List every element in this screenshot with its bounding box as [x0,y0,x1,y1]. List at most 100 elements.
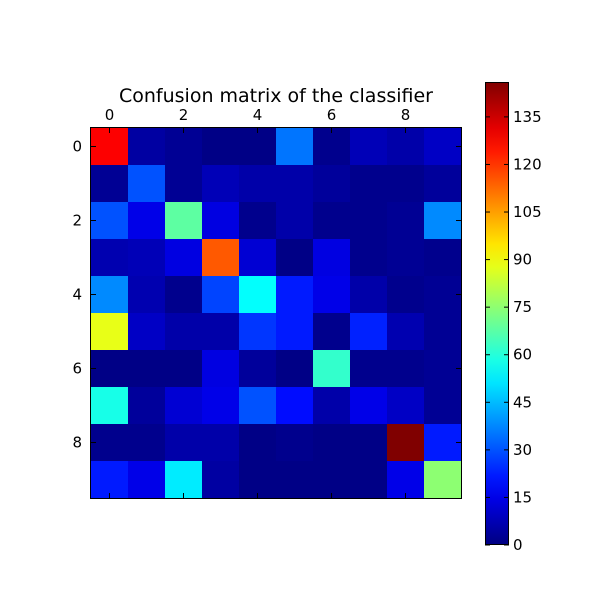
heatmap-cell [387,461,425,499]
heatmap-cell [387,239,425,277]
heatmap-cell [128,350,166,388]
heatmap-cell [202,239,240,277]
heatmap-cell [424,128,462,166]
heatmap-cell [276,276,314,314]
x-tick-label: 8 [401,106,411,124]
heatmap-cell [91,165,129,203]
colorbar-tick-label: 75 [513,298,532,316]
colorbar-tick-label: 15 [513,488,532,506]
heatmap-cell [202,276,240,314]
colorbar-frame [485,82,509,545]
heatmap-cell [276,387,314,425]
chart-title: Confusion matrix of the classifier [119,85,433,107]
heatmap-cell [239,165,277,203]
heatmap-cell [165,128,203,166]
colorbar-tick-label: 0 [513,536,523,554]
heatmap-cell [91,128,129,166]
heatmap-cell [350,239,388,277]
colorbar: 0 15 30 45 60 75 90 105 120 135 [485,82,542,554]
heatmap-cell [350,461,388,499]
heatmap-cell [239,387,277,425]
heatmap-cell [128,424,166,462]
heatmap-cell [350,128,388,166]
y-tick-label: 6 [72,360,82,378]
y-tick-label: 4 [72,286,82,304]
heatmap-cell [350,313,388,351]
colorbar-tick-label: 30 [513,441,532,459]
heatmap-cell [387,387,425,425]
heatmap-cell [165,350,203,388]
heatmap-cell [202,165,240,203]
colorbar-tick-label: 90 [513,251,532,269]
heatmap-cell [91,202,129,240]
heatmap-cell [128,461,166,499]
heatmap-cell [313,350,351,388]
heatmap-cell [424,165,462,203]
heatmap-cell [424,276,462,314]
heatmap-cell [424,239,462,277]
plot-frame [90,127,462,499]
heatmap-cell [165,239,203,277]
heatmap-cell [128,387,166,425]
heatmap-cell [276,424,314,462]
heatmap-cell [165,276,203,314]
x-tick-label: 6 [327,106,337,124]
heatmap-cell [276,202,314,240]
heatmap-cell [128,128,166,166]
heatmap-cell [239,461,277,499]
heatmap-cell [91,350,129,388]
colorbar-tick-label: 45 [513,393,532,411]
x-tick-label: 2 [179,106,189,124]
heatmap-cell [387,313,425,351]
heatmap-cell [91,313,129,351]
heatmap-cell [202,313,240,351]
y-tick-label: 8 [72,434,82,452]
heatmap-cell [91,461,129,499]
heatmap-cell [239,350,277,388]
colorbar-tick-label: 120 [513,155,542,173]
heatmap-cell [165,313,203,351]
heatmap-cell [202,350,240,388]
heatmap-cell [165,165,203,203]
x-tick-label: 4 [253,106,263,124]
heatmap-cell [202,128,240,166]
heatmap-cell [165,461,203,499]
colorbar-tick-label: 135 [513,108,542,126]
heatmap-cell [128,165,166,203]
x-tick-label: 0 [105,106,115,124]
heatmap-cell [128,276,166,314]
heatmap-cell [276,350,314,388]
heatmap-cell [202,387,240,425]
heatmap-cell [387,350,425,388]
heatmap-cell [350,202,388,240]
heatmap-cell [424,424,462,462]
heatmap-cell [239,424,277,462]
y-tick-label: 2 [72,212,82,230]
heatmap-cell [424,387,462,425]
heatmap-cell [276,239,314,277]
heatmap-cell [424,202,462,240]
heatmap-cell [276,165,314,203]
heatmap-cell [165,202,203,240]
colorbar-gradient [485,82,509,545]
heatmap-cell [387,128,425,166]
y-tick-label: 0 [72,138,82,156]
y-axis-ticks: 0 2 4 6 8 [72,138,461,452]
heatmap-cell [128,202,166,240]
heatmap-cell [91,239,129,277]
heatmap-cell [387,424,425,462]
heatmap-cell [387,276,425,314]
heatmap-cell [128,239,166,277]
heatmap-cell [165,424,203,462]
heatmap-cell [276,313,314,351]
heatmap-cell [202,424,240,462]
heatmap-cell [313,239,351,277]
heatmap-cell [350,350,388,388]
heatmap-cell [424,313,462,351]
heatmap-cell [91,424,129,462]
heatmap-cell [239,202,277,240]
heatmap-cell [313,276,351,314]
heatmap-cell [313,313,351,351]
heatmap-cell [239,128,277,166]
